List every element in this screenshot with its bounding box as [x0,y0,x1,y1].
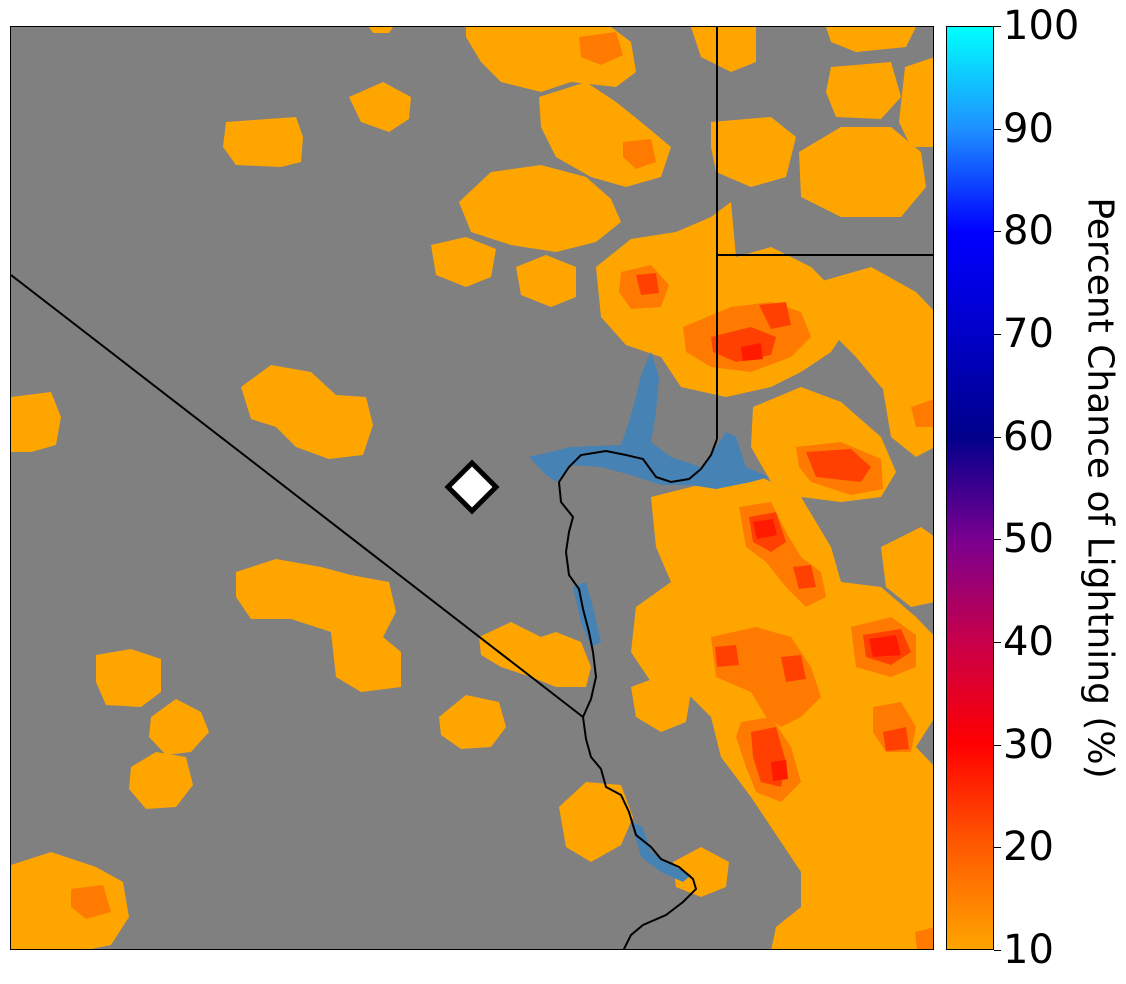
lightning-map [10,26,934,950]
colorbar-tick-mark [994,26,1001,27]
colorbar-tick-label: 30 [1003,721,1054,768]
colorbar-tick-label: 70 [1003,311,1054,357]
colorbar-tick-label: 80 [1003,208,1054,255]
colorbar-tick-mark [994,334,1001,335]
location-marker-group [444,459,500,515]
colorbar-tick-label: 60 [1003,413,1054,460]
location-marker-diamond [444,459,500,515]
colorbar-tick-mark [994,744,1001,746]
state-border-diagonal [11,274,584,718]
colorbar-tick-mark [994,539,1001,541]
colorbar-tick-mark [994,847,1001,849]
colorbar-tick-label: 40 [1003,619,1054,665]
colorbar-tick-label: 100 [1003,3,1080,49]
colorbar-tick-label: 20 [1003,824,1054,871]
colorbar-title: Percent Chance of Lightning (%) [1079,197,1121,779]
colorbar [946,26,994,950]
colorbar-tick-mark [994,231,1001,233]
river-border [557,438,718,949]
colorbar-tick-mark [994,128,1001,130]
colorbar-tick-mark [994,950,1001,951]
map-canvas [11,27,933,949]
colorbar-tick-mark [994,436,1001,438]
colorbar-tick-label: 50 [1003,516,1054,563]
boundaries [11,27,933,949]
colorbar-tick-label: 90 [1003,105,1054,152]
lightning-low-areas [11,27,933,949]
colorbar-tick-label: 10 [1003,927,1054,973]
lightning-peak-areas [741,343,901,781]
colorbar-tick-mark [994,642,1001,643]
